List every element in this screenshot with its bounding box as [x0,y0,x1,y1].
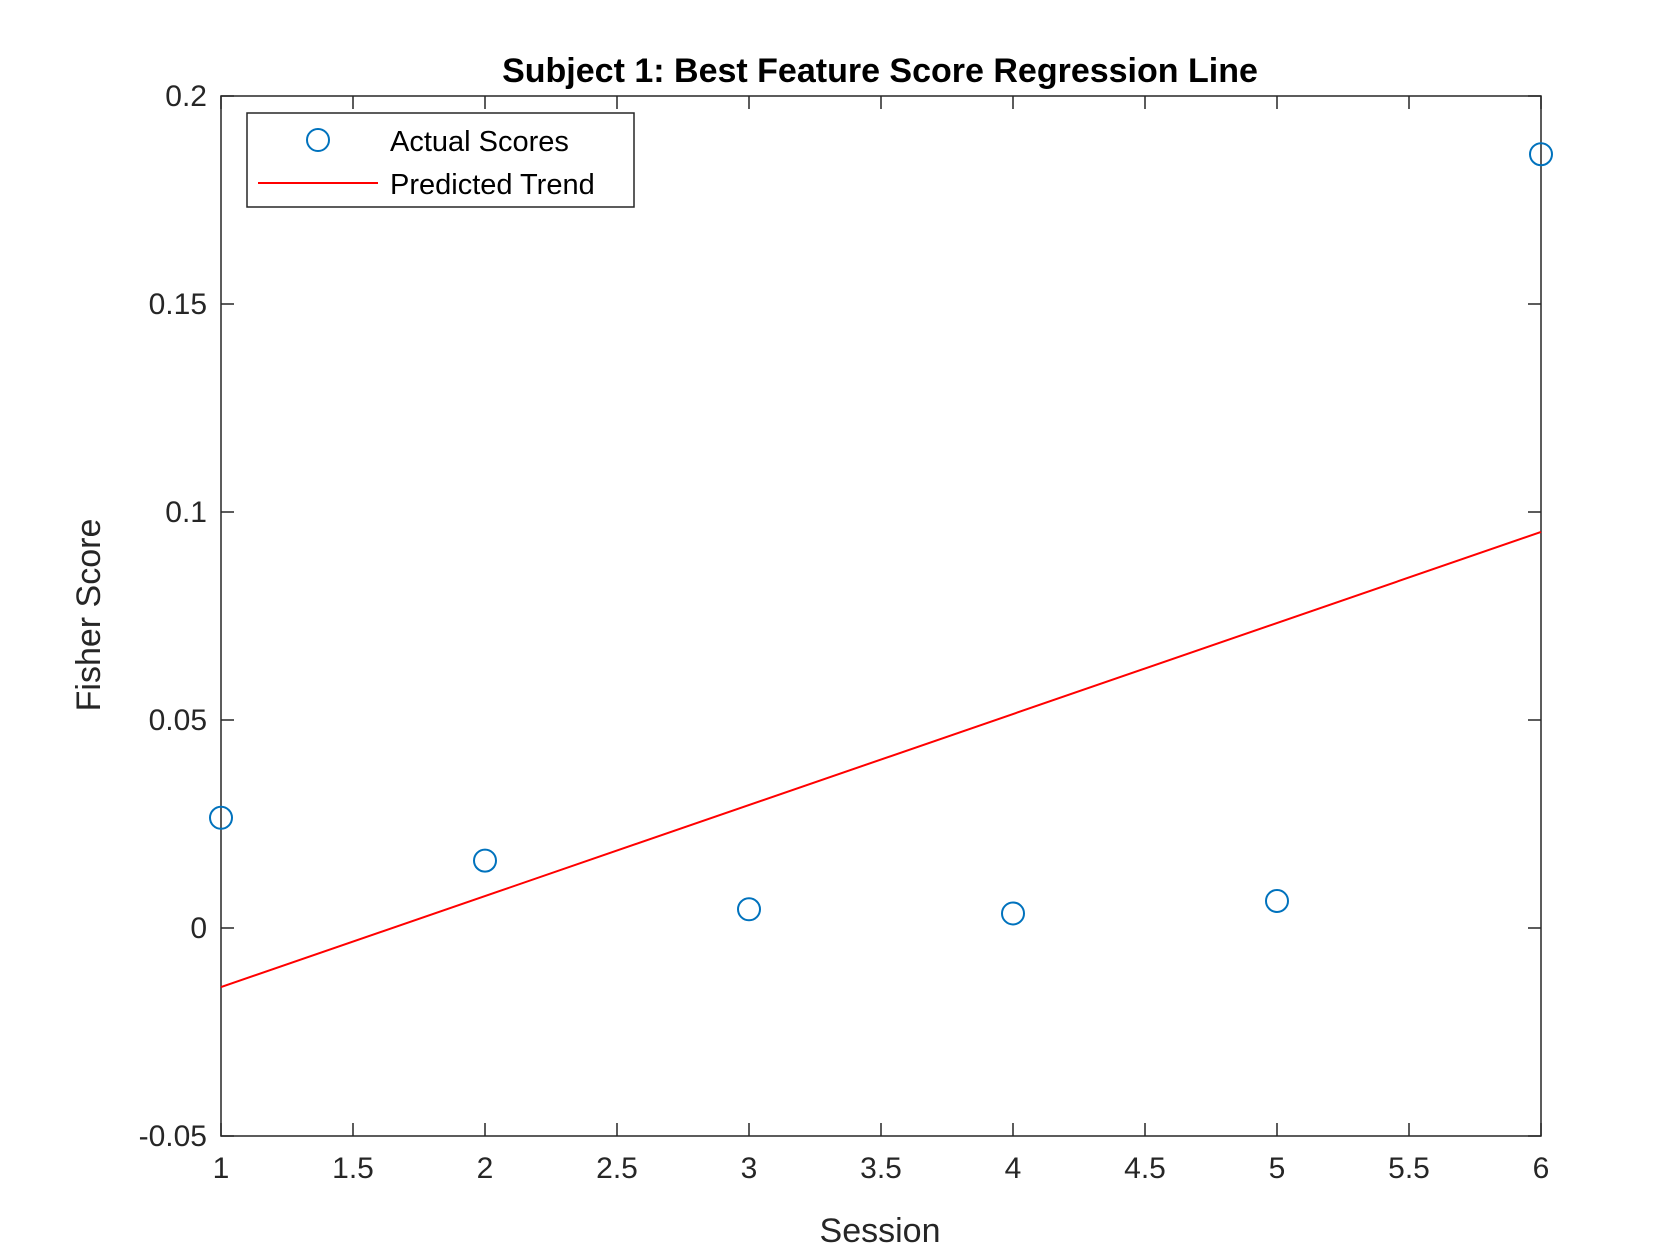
y-tick-label: 0.05 [149,704,207,737]
y-axis-ticks: -0.05 0 0.05 0.1 0.15 0.2 [139,80,1541,1153]
x-axis-ticks: 1 1.5 2 2.5 3 3.5 4 4.5 5 5.5 6 [213,96,1550,1185]
x-tick-label: 4.5 [1124,1152,1166,1185]
x-tick-label: 1 [213,1152,230,1185]
x-tick-label: 5 [1269,1152,1286,1185]
data-point-actual-score [473,848,497,873]
x-tick-label: 3 [741,1152,758,1185]
y-tick-label: 0.15 [149,288,207,321]
y-tick-label: -0.05 [139,1120,207,1153]
data-point-actual-score [737,897,761,922]
data-point-actual-score [1265,888,1289,913]
data-point-actual-score [1001,901,1025,926]
y-tick-label: 0.2 [165,80,207,113]
x-tick-label: 4 [1005,1152,1022,1185]
series-line-predicted-trend [220,531,1542,989]
plot-area [220,95,1542,1137]
chart-title: Subject 1: Best Feature Score Regression… [502,52,1258,90]
legend-box [246,112,635,208]
x-tick-label: 2 [477,1152,494,1185]
x-tick-label: 3.5 [860,1152,902,1185]
legend-marker-actual-scores [306,128,330,152]
x-axis-label: Session [820,1212,941,1250]
y-axis-label: Fisher Score [70,519,108,712]
x-tick-label: 6 [1533,1152,1550,1185]
x-tick-label: 2.5 [596,1152,638,1185]
legend-label-actual-scores: Actual Scores [390,126,569,158]
data-point-actual-score [209,805,233,830]
x-tick-label: 1.5 [332,1152,374,1185]
y-tick-label: 0 [190,912,207,945]
y-tick-label: 0.1 [165,496,207,529]
axes-box [220,95,1542,1137]
x-tick-label: 5.5 [1388,1152,1430,1185]
series-layer [209,142,1553,989]
legend-label-predicted-trend: Predicted Trend [390,169,595,201]
legend: Actual Scores Predicted Trend [246,112,635,208]
data-point-actual-score [1529,142,1553,167]
